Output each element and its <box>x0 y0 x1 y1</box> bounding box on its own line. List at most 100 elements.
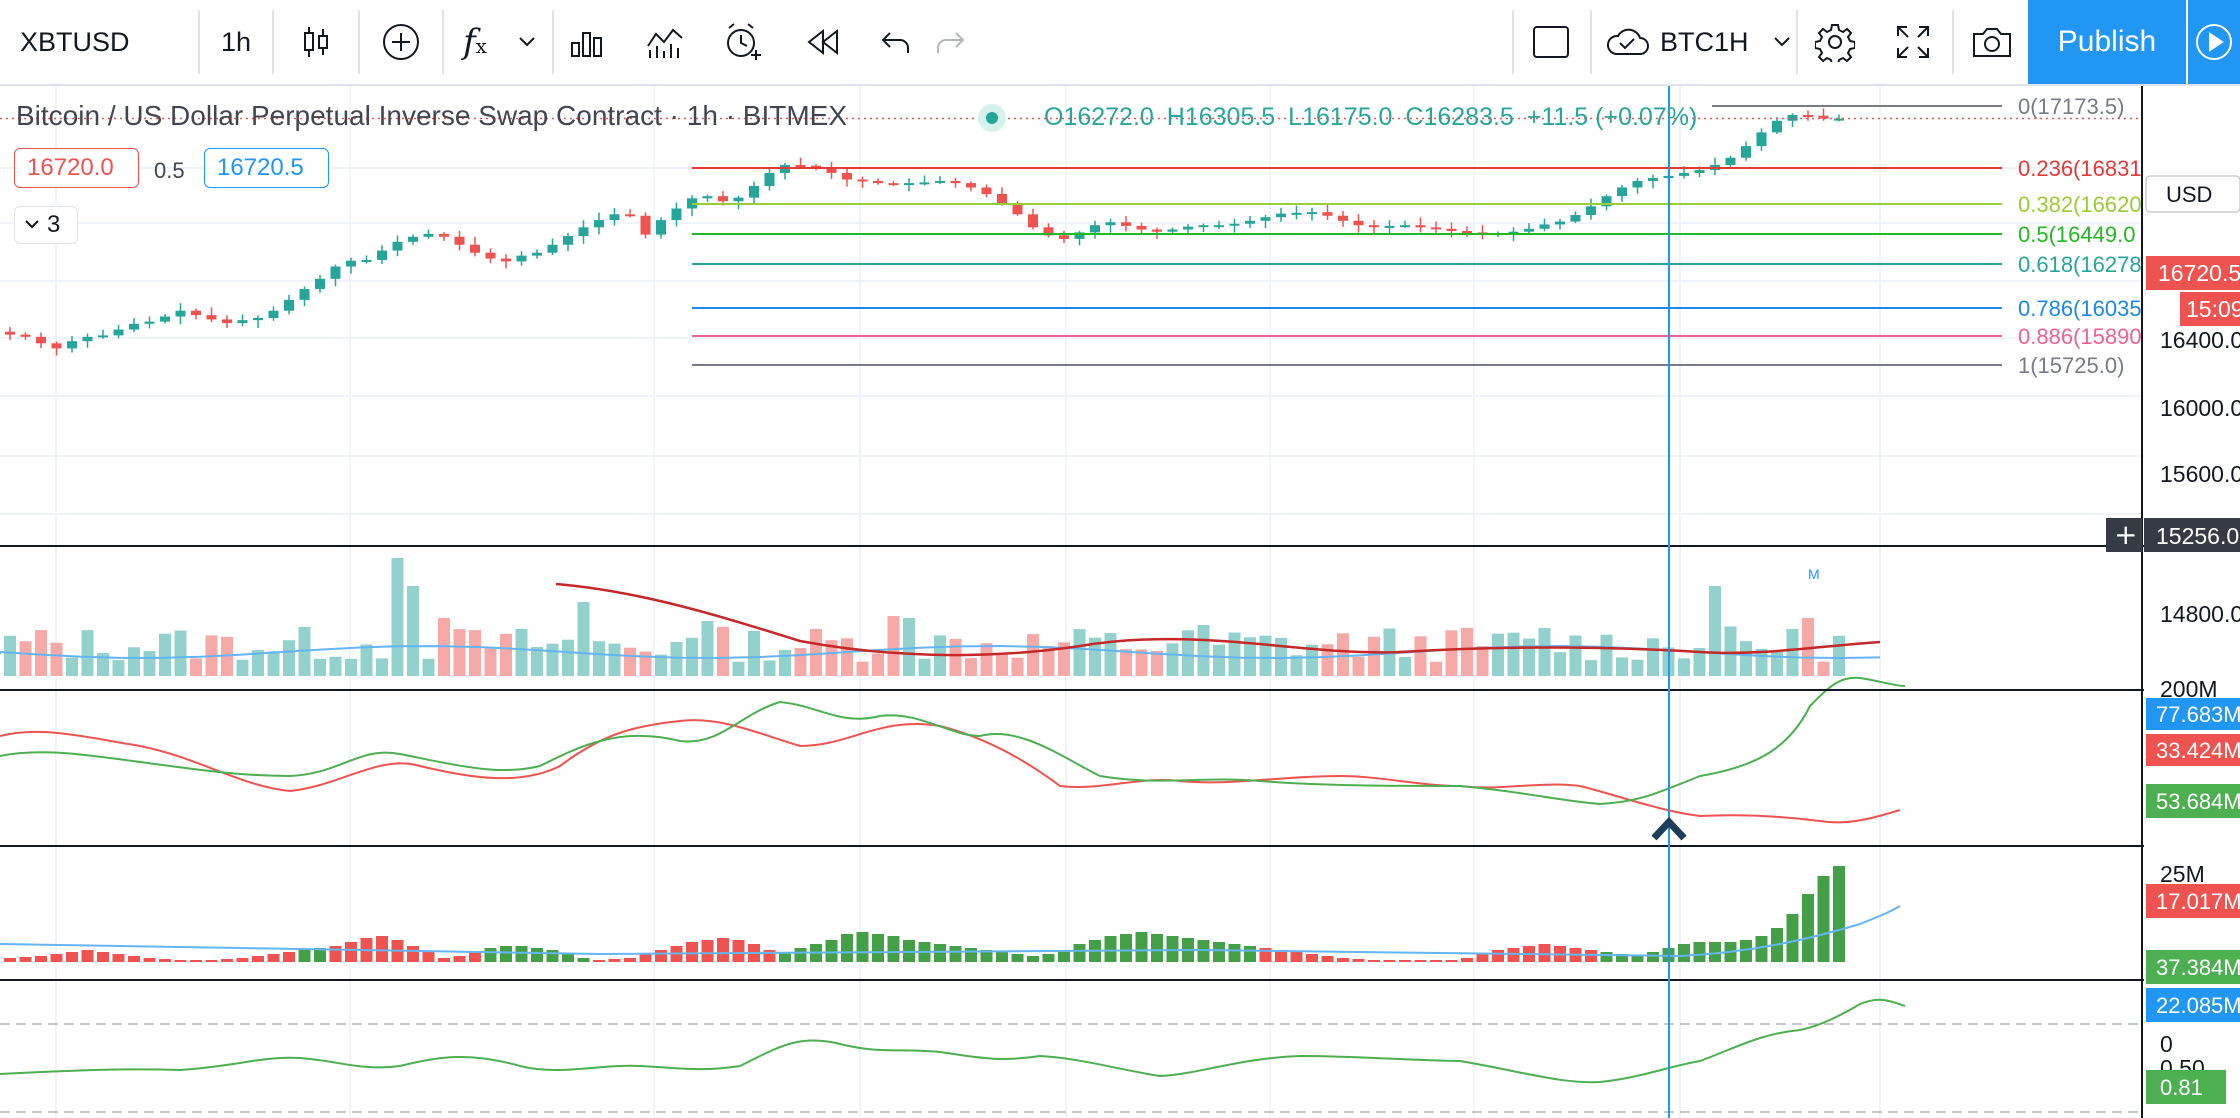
candle-body <box>873 180 883 184</box>
chart-canvas[interactable]: 0(17173.5) 0.236(16831 0.382(16620 0.5(1644… <box>0 86 2240 1118</box>
histogram-bar <box>1399 960 1411 962</box>
candle <box>51 341 62 356</box>
candle <box>253 315 263 329</box>
histogram-bar <box>484 948 497 962</box>
chart-area[interactable]: 0(17173.5) 0.236(16831 0.382(16620 0.5(1644… <box>0 86 2240 1118</box>
histogram-bar <box>887 936 900 962</box>
fib-level-label: 1(15725.0) <box>2018 353 2124 378</box>
histogram-bar <box>1352 959 1365 962</box>
histogram-bar <box>1430 960 1442 962</box>
alert-button[interactable] <box>710 0 776 84</box>
sell-button[interactable]: 16720.0 <box>14 148 139 188</box>
candle <box>1121 216 1131 232</box>
volume-bar <box>872 653 884 676</box>
histogram-bar <box>1120 934 1132 962</box>
add-symbol-button[interactable] <box>362 0 440 84</box>
candle <box>67 335 77 353</box>
candle <box>1338 211 1348 227</box>
histogram-bar <box>143 958 156 962</box>
symbol-search[interactable]: XBTUSD <box>0 0 196 84</box>
interval-button[interactable]: 1h <box>202 0 270 84</box>
chart-legend-title[interactable]: Bitcoin / US Dollar Perpetual Inverse Sw… <box>16 100 847 132</box>
volume-bar <box>469 630 481 676</box>
candle-body <box>1617 187 1627 197</box>
templates-button[interactable] <box>504 0 550 84</box>
undo-button[interactable] <box>866 0 926 84</box>
candle <box>175 303 186 325</box>
candle-body <box>625 214 635 217</box>
volume-bar <box>949 638 962 676</box>
volume-bar <box>500 633 512 676</box>
indicators-toggle[interactable]: 3 <box>14 206 78 244</box>
toolbar-divider <box>198 10 200 74</box>
fib-level-label: 0.382(16620 <box>2018 192 2142 217</box>
templates-bars-button[interactable] <box>632 0 698 84</box>
candle-body <box>1431 227 1441 230</box>
candle-body <box>253 317 263 321</box>
candle <box>20 332 31 340</box>
volume-bar <box>1771 651 1783 676</box>
candle-body <box>1152 229 1162 232</box>
toolbar-divider <box>552 10 554 74</box>
candle-body <box>1446 228 1457 231</box>
candle <box>206 307 217 323</box>
candle-body <box>5 331 15 335</box>
histogram-bar <box>1306 954 1318 962</box>
play-button[interactable] <box>2188 0 2240 84</box>
histogram-tick: 0 <box>2160 1031 2173 1057</box>
chart-type-button[interactable] <box>276 0 356 84</box>
candle <box>330 264 341 287</box>
candle-body <box>408 236 418 242</box>
volume-bar <box>546 643 559 676</box>
volume-bar <box>453 629 466 676</box>
histogram-bar <box>1817 876 1830 962</box>
histogram-bar <box>577 958 590 962</box>
histogram-bar <box>50 954 63 962</box>
compare-button[interactable] <box>556 0 618 84</box>
histogram-bar <box>1151 934 1163 962</box>
histogram-bar <box>190 960 202 962</box>
histogram-bar <box>1042 954 1055 962</box>
candle-body <box>1214 225 1224 228</box>
volume-bar <box>1507 632 1520 676</box>
candle <box>842 167 852 187</box>
histogram-bar <box>1445 960 1458 962</box>
buy-button[interactable]: 16720.5 <box>204 148 329 188</box>
publish-button[interactable]: Publish <box>2028 0 2186 84</box>
candle <box>1570 211 1581 224</box>
histogram-bar <box>1244 946 1256 962</box>
candle-body <box>950 180 961 184</box>
volume-marker: M <box>1808 566 1820 582</box>
legend-interval: 1h <box>686 100 718 131</box>
redo-button[interactable] <box>920 0 980 84</box>
histogram-bar <box>407 946 419 962</box>
indicators-button[interactable]: fx <box>446 0 504 84</box>
fullscreen-button[interactable] <box>1880 0 1946 84</box>
volume-bar <box>1151 650 1163 676</box>
histogram-bar <box>1383 960 1396 962</box>
symbol-label: XBTUSD <box>20 26 130 57</box>
ohlc-high: H16305.5 <box>1166 103 1276 131</box>
volume-bar <box>376 658 388 676</box>
oscillator-badge: 0.81 <box>2160 1075 2203 1100</box>
volume-bar <box>81 630 94 676</box>
layout-square-button[interactable] <box>1516 0 1586 84</box>
candle <box>1818 108 1829 121</box>
histogram-bar <box>996 952 1008 962</box>
candle-body <box>454 236 465 245</box>
candle <box>578 220 589 244</box>
volume-bar <box>19 641 32 676</box>
candle-body <box>532 252 542 256</box>
histogram-bar <box>1073 944 1086 962</box>
candle-body <box>346 260 356 267</box>
candle-body <box>470 244 480 253</box>
candle <box>904 178 914 192</box>
settings-button[interactable] <box>1800 0 1870 84</box>
layout-save-button[interactable]: BTC1H <box>1594 0 1792 84</box>
replay-button[interactable] <box>790 0 856 84</box>
screenshot-button[interactable] <box>1956 0 2028 84</box>
candle <box>1431 221 1441 233</box>
fib-retracement[interactable]: 0(17173.5) 0.236(16831 0.382(16620 0.5(1644… <box>692 94 2142 378</box>
candle <box>625 209 635 218</box>
candle-body <box>919 182 930 185</box>
